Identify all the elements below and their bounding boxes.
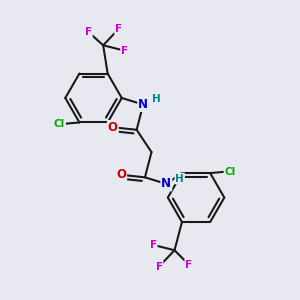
Text: N: N [161,177,171,190]
Text: F: F [150,240,157,250]
Text: F: F [85,27,92,37]
Text: F: F [115,24,122,34]
Text: O: O [108,121,118,134]
Text: H: H [152,94,161,104]
Text: F: F [185,260,192,269]
Text: Cl: Cl [54,119,65,129]
Text: F: F [121,46,128,56]
Text: H: H [175,173,184,184]
Text: O: O [116,169,126,182]
Text: N: N [138,98,148,111]
Text: F: F [155,262,163,272]
Text: Cl: Cl [224,167,236,177]
